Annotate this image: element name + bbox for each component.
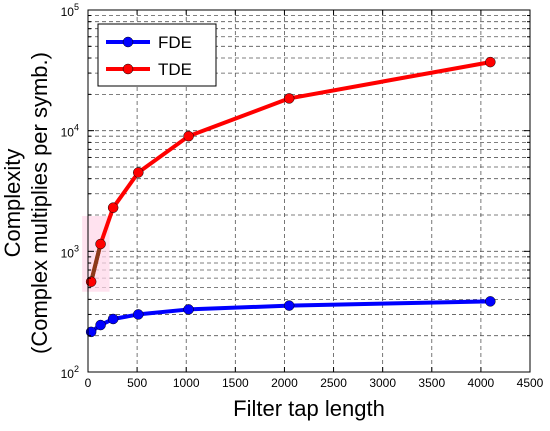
legend-box [97,23,217,87]
tick-marks [87,9,531,373]
legend-label-fde: FDE [158,33,192,52]
x-tick-label-8: 4000 [468,376,495,390]
data-point-fde-6 [485,296,496,307]
data-point-fde-0 [85,326,97,338]
y-tick-label-exponent: 2 [74,364,79,374]
data-point-fde-2 [107,313,119,325]
y-axis-label-line-2: (Complex multiplies per symb.) [27,52,52,354]
data-point-fde-1 [95,319,106,331]
y-tick-label-base: 10 [61,246,75,260]
x-axis-label: Filter tap length [233,396,385,421]
x-tick-label-1: 500 [127,376,147,390]
y-tick-label-exponent: 4 [74,123,79,133]
x-tick-label-4: 2000 [271,376,298,390]
y-tick-label-exponent: 3 [74,243,79,253]
data-point-tde-6 [485,56,496,68]
data-point-tde-0 [85,276,97,287]
data-point-tde-2 [107,202,119,213]
x-tick-label-2: 1000 [173,376,200,390]
data-point-tde-3 [133,167,144,178]
y-axis-label-line-1: Complexity [0,149,25,258]
x-tick-label-3: 1500 [222,376,249,390]
y-tick-label-base: 10 [61,126,75,140]
x-tick-labels: 0 500 1000 1500 2000 2500 3000 3500 4000 4500 [85,376,544,390]
x-tick-label-6: 3000 [369,376,396,390]
data-point-tde-4 [183,130,194,142]
legend-swatch-marker-tde [122,63,134,75]
y-tick-label-base: 10 [61,5,75,19]
y-tick-label-3: 105 [61,2,79,19]
x-tick-label-9: 4500 [517,376,544,390]
legend-label-tde: TDE [158,60,192,79]
x-tick-label-0: 0 [85,376,92,390]
x-tick-label-5: 2500 [320,376,347,390]
legend-swatch-marker-fde [122,36,134,48]
series-highlight-segment-tde [89,243,103,283]
y-tick-label-base: 10 [61,367,75,381]
y-tick-label-2: 104 [61,123,79,140]
y-tick-label-1: 103 [61,243,79,260]
plot-frame [87,9,531,373]
data-point-tde-5 [283,93,295,104]
y-tick-label-0: 102 [61,364,79,381]
data-point-fde-3 [133,309,144,320]
series-layer [85,56,496,338]
x-tick-label-7: 3500 [418,376,445,390]
data-point-fde-5 [283,300,295,311]
legend: FDE TDE [97,23,217,87]
data-point-fde-4 [183,304,194,315]
y-tick-label-exponent: 5 [74,2,79,12]
data-point-tde-1 [95,238,106,250]
